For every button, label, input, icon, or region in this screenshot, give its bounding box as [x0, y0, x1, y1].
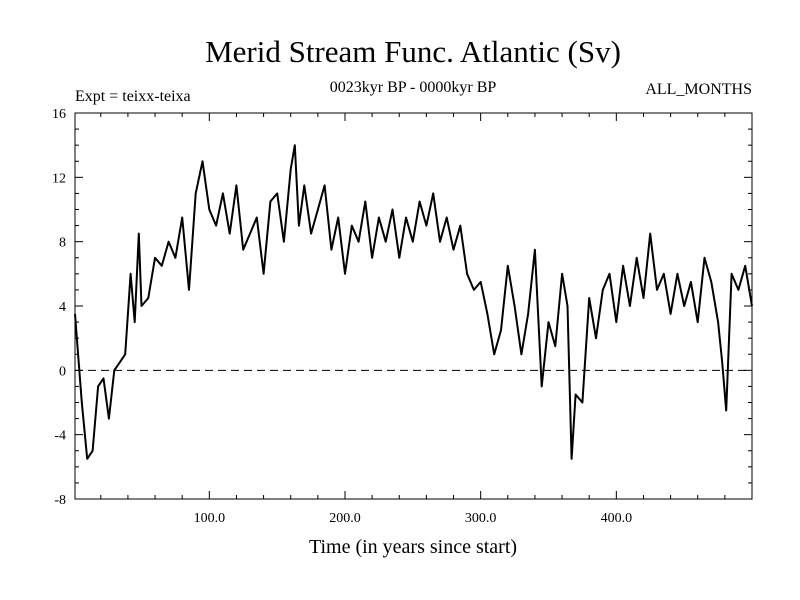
- y-tick-label: 12: [52, 171, 66, 186]
- y-tick-label: 16: [52, 107, 66, 122]
- x-tick-label: 400.0: [601, 511, 633, 526]
- y-tick-label: 0: [59, 364, 66, 379]
- months-label: ALL_MONTHS: [645, 81, 752, 98]
- y-tick-label: -8: [54, 493, 66, 508]
- chart-title: Merid Stream Func. Atlantic (Sv): [205, 34, 621, 69]
- x-tick-label: 100.0: [194, 511, 226, 526]
- plot-area: -8 -4 0 4 8 12 16 100.0 200.0 300.0 400.0: [52, 107, 753, 526]
- x-axis-label: Time (in years since start): [309, 536, 517, 558]
- x-tick-label: 300.0: [465, 511, 497, 526]
- time-range-label: 0023kyr BP - 0000kyr BP: [330, 79, 497, 96]
- experiment-label: Expt = teixx-teixa: [75, 88, 191, 105]
- data-series-line: [74, 144, 753, 460]
- plot-frame: [74, 112, 753, 500]
- y-tick-label: 4: [59, 300, 66, 315]
- y-tick-label: -4: [54, 429, 66, 444]
- y-tick-label: 8: [59, 236, 66, 251]
- x-tick-label: 200.0: [329, 511, 361, 526]
